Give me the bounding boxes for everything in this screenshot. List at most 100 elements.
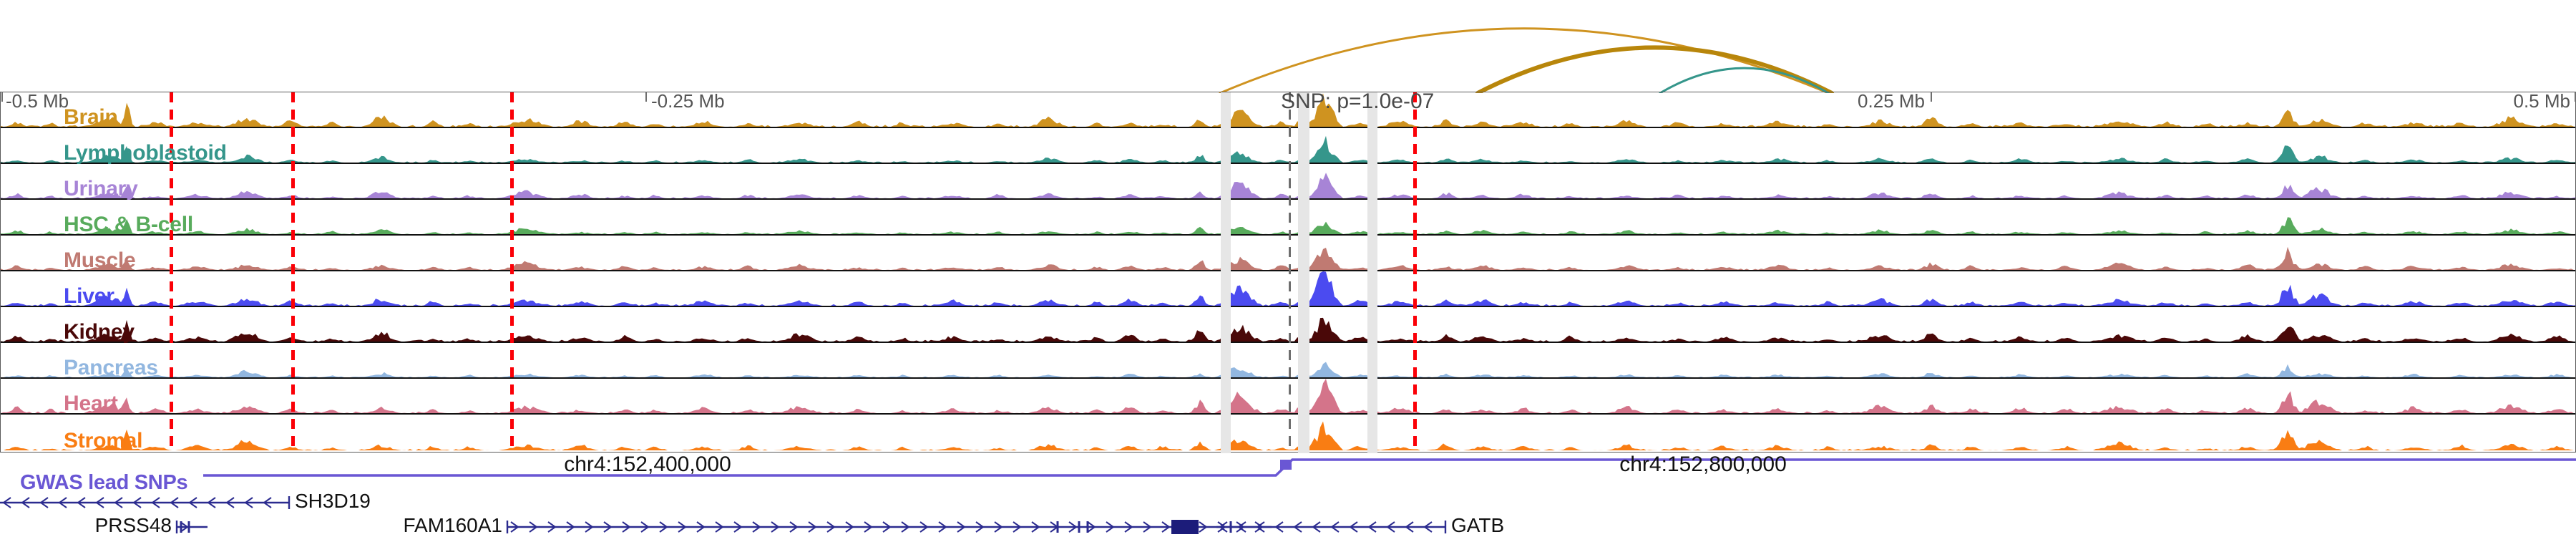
gene-label-GATB[interactable]: GATB [1451,514,1505,536]
strand-arrow-icon [1237,521,1246,533]
strand-arrow-icon [547,521,557,533]
strand-arrow-icon [882,521,892,533]
strand-arrow-icon [1367,521,1377,533]
strand-arrow-icon [585,521,594,533]
track-signal-profile [1,135,2575,163]
track-label-lymphoblastoid: Lymphoblastoid [64,141,227,165]
strand-arrow-icon [77,497,86,508]
strand-arrow-icon [1106,521,1115,533]
strand-arrow-icon [622,521,631,533]
track-signal-canvas [1,379,2575,413]
track-label-heart: Heart [64,392,118,415]
track-signal-canvas [1,307,2575,342]
track-signal-profile [1,379,2575,413]
strand-arrow-icon [1013,521,1022,533]
gene-model-track[interactable] [0,455,2576,537]
signal-track-urinary: Urinary [1,164,2575,200]
track-signal-canvas [1,343,2575,377]
strand-arrow-icon [1124,521,1133,533]
signal-track-stack: Brain Lymphoblastoid Urinary HSC & B-cell Mu… [0,92,2576,453]
track-signal-profile [1,317,2575,342]
signal-track-pancreas: Pancreas [1,343,2575,379]
strand-arrow-icon [1143,521,1152,533]
strand-arrow-icon [1256,521,1265,533]
strand-arrow-icon [132,497,142,508]
interaction-arc-0[interactable] [1219,27,1830,93]
strand-arrow-icon [114,497,123,508]
track-signal-profile [1,246,2575,270]
strand-arrow-icon [659,521,668,533]
strand-arrow-icon [1161,521,1171,533]
annotation-panel: GWAS lead SNPs chr4:152,400,000 chr4:152,… [0,453,2576,537]
strand-arrow-icon [180,521,189,533]
gene-label-FAM160A1[interactable]: FAM160A1 [403,514,502,536]
track-label-liver: Liver [64,284,114,308]
strand-arrow-icon [640,521,650,533]
strand-arrow-icon [1293,521,1302,533]
track-signal-profile [1,271,2575,306]
track-signal-profile [1,173,2575,198]
strand-arrow-icon [1219,521,1228,533]
strand-arrow-icon [1423,521,1433,533]
gene-exon-FAM160A1-0[interactable] [1171,520,1199,534]
track-signal-canvas [1,164,2575,198]
strand-arrow-icon [733,521,743,533]
gwas-lead-snp-marker[interactable] [1280,460,1292,470]
strand-arrow-icon [188,497,197,508]
strand-arrow-icon [529,521,538,533]
track-signal-profile [1,93,2575,127]
track-signal-canvas [1,128,2575,163]
interaction-arc-2[interactable] [1659,67,1830,93]
track-label-pancreas: Pancreas [64,356,158,379]
strand-arrow-icon [58,497,67,508]
track-signal-canvas [1,415,2575,450]
track-label-muscle: Muscle [64,248,136,272]
strand-arrow-icon [1386,521,1395,533]
strand-arrow-icon [1274,521,1284,533]
coordinate-label-0: chr4:152,400,000 [564,453,731,476]
track-label-brain: Brain [64,105,118,129]
strand-arrow-icon [994,521,1003,533]
strand-arrow-icon [170,497,179,508]
signal-track-stromal: Stromal [1,415,2575,453]
strand-arrow-icon [1405,521,1414,533]
strand-arrow-icon [244,497,253,508]
gwas-track-label: GWAS lead SNPs [20,471,188,494]
gwas-lead-snp-track[interactable] [0,455,2576,488]
strand-arrow-icon [1031,521,1040,533]
track-label-kidney: Kidney [64,320,135,344]
strand-arrow-icon [845,521,854,533]
strand-arrow-icon [938,521,947,533]
strand-arrow-icon [826,521,836,533]
strand-arrow-icon [696,521,706,533]
strand-arrow-icon [789,521,799,533]
strand-arrow-icon [919,521,929,533]
signal-track-liver: Liver [1,271,2575,307]
signal-track-hsc-b-cell: HSC & B-cell [1,200,2575,236]
strand-arrow-icon [1199,521,1208,533]
track-signal-canvas [1,271,2575,306]
interaction-arc-panel [0,0,2576,93]
track-signal-canvas [1,236,2575,270]
signal-track-lymphoblastoid: Lymphoblastoid [1,128,2575,164]
track-label-stromal: Stromal [64,429,143,453]
tracks-host: Brain Lymphoblastoid Urinary HSC & B-cell Mu… [1,92,2575,453]
strand-arrow-icon [510,521,519,533]
arc-svg [1219,27,1834,93]
strand-arrow-icon [1312,521,1321,533]
strand-arrow-icon [2,497,11,508]
gene-label-SH3D19[interactable]: SH3D19 [295,490,371,512]
strand-arrow-icon [1330,521,1340,533]
track-signal-profile [1,362,2575,377]
gene-label-PRSS48[interactable]: PRSS48 [94,514,172,536]
strand-arrow-icon [225,497,235,508]
interaction-arc-1[interactable] [1475,45,1834,93]
coordinate-label-1: chr4:152,800,000 [1619,453,1787,476]
signal-track-brain: Brain [1,92,2575,128]
track-signal-profile [1,217,2575,234]
strand-arrow-icon [1068,521,1078,533]
strand-arrow-icon [263,497,272,508]
strand-arrow-icon [603,521,613,533]
strand-arrow-icon [864,521,873,533]
